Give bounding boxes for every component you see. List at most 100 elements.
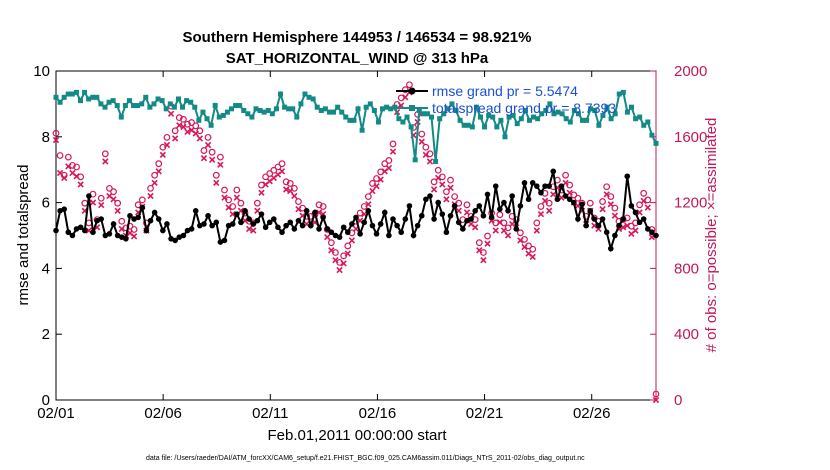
rmse-point xyxy=(628,203,635,209)
obs-possible-point xyxy=(611,204,619,212)
rmse-point xyxy=(238,219,244,226)
rmse-point xyxy=(135,214,141,221)
y-left-tick-label: 8 xyxy=(42,129,50,146)
rmse-point xyxy=(603,229,610,236)
obs-possible-point xyxy=(381,160,389,168)
totalspread-point xyxy=(257,107,263,113)
totalspread-point xyxy=(502,134,508,140)
totalspread-point xyxy=(118,114,124,120)
obs-assimilated-point xyxy=(632,227,639,234)
obs-assimilated-point xyxy=(250,227,257,234)
obs-assimilated-point xyxy=(541,197,549,205)
obs-possible-point xyxy=(319,203,327,210)
totalspread-point xyxy=(347,117,353,123)
rmse-point xyxy=(262,224,269,231)
rmse-point xyxy=(77,224,84,231)
y-left-tick-label: 2 xyxy=(42,326,50,343)
obs-possible-point xyxy=(175,114,183,122)
rmse-point xyxy=(234,211,240,217)
totalspread-point xyxy=(237,103,243,109)
totalspread-point xyxy=(477,114,483,120)
obs-possible-point xyxy=(652,390,660,398)
rmse-point xyxy=(398,229,405,236)
totalspread-point xyxy=(649,132,655,138)
obs-assimilated-point xyxy=(385,164,393,172)
totalspread-point xyxy=(449,101,455,107)
totalspread-point xyxy=(200,109,206,115)
x-tick-label: 02/21 xyxy=(466,405,504,422)
rmse-point xyxy=(612,232,618,239)
obs-possible-point xyxy=(290,184,298,192)
totalspread-point xyxy=(445,106,451,112)
rmse-point xyxy=(497,206,503,212)
obs-assimilated-point xyxy=(118,225,125,233)
obs-possible-point xyxy=(216,153,224,161)
rmse-point xyxy=(98,216,105,222)
obs-assimilated-point xyxy=(611,212,619,219)
totalspread-point xyxy=(294,114,300,120)
totalspread-point xyxy=(555,109,561,115)
obs-assimilated-point xyxy=(517,237,524,244)
obs-possible-point xyxy=(369,180,376,187)
totalspread-point xyxy=(151,101,157,107)
obs-possible-point xyxy=(603,183,611,191)
totalspread-point xyxy=(77,98,83,104)
obs-assimilated-point xyxy=(147,192,154,200)
obs-assimilated-point xyxy=(159,151,167,159)
obs-possible-point xyxy=(130,226,138,233)
obs-possible-point xyxy=(274,163,282,171)
obs-assimilated-point xyxy=(603,191,610,198)
rmse-point xyxy=(201,221,207,227)
obs-assimilated-point xyxy=(110,196,117,203)
x-axis-label: Feb.01,2011 00:00:00 start xyxy=(267,427,447,444)
rmse-point xyxy=(624,173,631,180)
obs-possible-point xyxy=(537,203,545,210)
totalspread-point xyxy=(306,94,312,100)
obs-assimilated-point xyxy=(56,169,64,177)
totalspread-point xyxy=(645,119,651,125)
obs-possible-point xyxy=(155,160,163,168)
obs-assimilated-point xyxy=(377,176,384,183)
totalspread-point xyxy=(224,109,230,115)
obs-possible-point xyxy=(270,166,278,174)
totalspread-point xyxy=(396,116,402,122)
rmse-point xyxy=(390,216,396,222)
obs-assimilated-point xyxy=(324,233,331,241)
rmse-point xyxy=(566,196,573,203)
obs-assimilated-point xyxy=(98,201,105,209)
totalspread-point xyxy=(208,122,214,128)
totalspread-point xyxy=(94,94,100,100)
obs-assimilated-point xyxy=(504,232,512,239)
obs-possible-point xyxy=(463,201,471,209)
rmse-point xyxy=(571,199,577,206)
obs-possible-point xyxy=(262,173,269,181)
totalspread-point xyxy=(73,89,79,95)
obs-assimilated-point xyxy=(476,247,483,254)
totalspread-point xyxy=(253,106,259,112)
rmse-point xyxy=(554,196,561,203)
obs-possible-point xyxy=(385,157,393,164)
totalspread-point xyxy=(277,91,283,97)
rmse-point xyxy=(275,224,281,231)
rmse-point xyxy=(328,229,335,236)
obs-possible-point xyxy=(447,176,454,184)
rmse-point xyxy=(492,183,499,189)
legend-spread-label: totalspread grand pr = 8.7393 xyxy=(432,100,616,116)
totalspread-point xyxy=(351,117,357,123)
obs-possible-point xyxy=(418,130,426,138)
obs-possible-point xyxy=(52,129,60,137)
rmse-point xyxy=(451,203,458,209)
y-axis-right-label: # of obs: o=possible; ×=assimilated xyxy=(703,118,720,353)
obs-assimilated-point xyxy=(389,148,397,155)
totalspread-point xyxy=(510,112,516,118)
totalspread-point xyxy=(69,91,75,97)
totalspread-point xyxy=(633,116,639,122)
rmse-point xyxy=(295,217,302,224)
rmse-point xyxy=(513,226,520,232)
obs-assimilated-point xyxy=(237,207,245,214)
totalspread-point xyxy=(110,98,116,104)
obs-assimilated-point xyxy=(480,257,487,264)
rmse-point xyxy=(86,193,92,199)
totalspread-point xyxy=(490,114,496,120)
totalspread-point xyxy=(335,104,341,110)
